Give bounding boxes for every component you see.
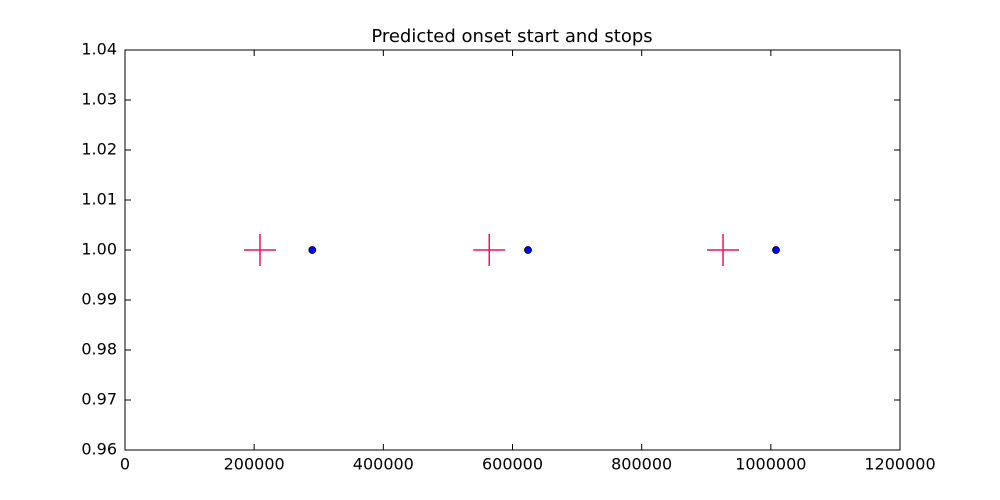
y-tick-label: 1.01 (81, 190, 117, 209)
y-tick-label: 0.96 (81, 440, 117, 459)
circle-point (772, 246, 780, 254)
chart-title: Predicted onset start and stops (371, 26, 652, 47)
plus-point (473, 234, 506, 266)
x-tick-label: 600000 (482, 455, 543, 474)
x-tick-label: 200000 (224, 455, 285, 474)
x-tick-label: 0 (120, 455, 130, 474)
x-tick-label: 800000 (611, 455, 672, 474)
plus-point (243, 234, 276, 266)
y-tick-label: 1.04 (81, 40, 117, 59)
y-tick-label: 0.99 (81, 290, 117, 309)
circle-point (308, 246, 317, 254)
y-tick-label: 1.02 (81, 140, 117, 159)
circle-point (524, 246, 532, 254)
y-tick-label: 0.97 (81, 390, 117, 409)
x-tick-label: 400000 (353, 455, 414, 474)
y-tick-label: 1.03 (81, 90, 117, 109)
y-tick-label: 0.98 (81, 340, 117, 359)
x-tick-label: 1000000 (735, 455, 806, 474)
plus-point (707, 234, 740, 266)
x-tick-label: 1200000 (864, 455, 935, 474)
y-tick-label: 1.00 (81, 240, 117, 259)
